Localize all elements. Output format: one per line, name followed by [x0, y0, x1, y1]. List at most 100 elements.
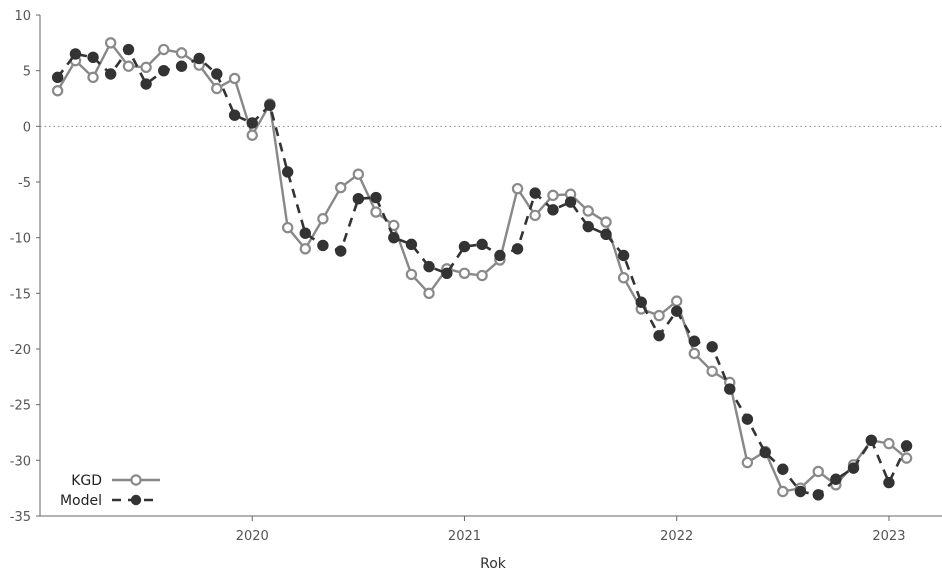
data-point-model — [706, 341, 718, 353]
data-point-model — [741, 413, 754, 425]
data-point-model — [653, 329, 665, 342]
data-point-kgd — [122, 60, 135, 72]
series-model — [51, 43, 913, 501]
data-point-model — [777, 463, 789, 475]
data-point-kgd — [370, 206, 382, 218]
data-point-model — [812, 489, 824, 501]
data-point-model — [830, 473, 842, 485]
data-point-kgd — [175, 47, 188, 59]
data-point-model — [193, 52, 205, 65]
data-point-kgd — [228, 72, 241, 85]
data-point-kgd — [617, 272, 630, 284]
data-point-kgd — [87, 71, 99, 84]
data-point-model — [140, 78, 152, 90]
legend-marker — [130, 474, 142, 486]
legend-label: KGD — [71, 473, 102, 489]
data-point-model — [529, 187, 541, 199]
data-point-kgd — [140, 61, 152, 74]
data-point-model — [759, 446, 771, 459]
data-point-kgd — [158, 43, 170, 56]
data-point-model — [51, 71, 64, 84]
y-tick-label: 5 — [23, 65, 31, 80]
data-point-model — [883, 476, 895, 489]
data-point-kgd — [653, 309, 665, 322]
data-point-kgd — [281, 221, 294, 234]
y-tick-label: 10 — [14, 9, 31, 24]
data-point-model — [246, 117, 258, 129]
data-point-model — [299, 227, 311, 239]
data-point-model — [317, 239, 329, 252]
data-point-kgd — [777, 485, 789, 498]
data-point-model — [104, 68, 117, 80]
data-point-model — [335, 245, 347, 257]
data-point-kgd — [688, 347, 701, 360]
data-point-model — [794, 485, 807, 498]
data-point-model — [865, 434, 878, 446]
data-point-model — [724, 383, 736, 395]
data-point-kgd — [423, 287, 435, 300]
y-tick-label: -30 — [10, 454, 31, 469]
x-tick-labels: 2020 2021 2022 2023 — [236, 529, 906, 544]
data-point-model — [281, 166, 294, 178]
data-point-model — [388, 231, 400, 244]
data-point-kgd — [600, 216, 612, 228]
x-tick-label: 2020 — [236, 529, 269, 544]
data-point-model — [688, 335, 701, 347]
data-point-kgd — [246, 129, 258, 141]
data-point-kgd — [812, 465, 824, 478]
data-point-model — [228, 109, 241, 121]
x-tick-label: 2022 — [660, 529, 693, 544]
data-point-kgd — [476, 269, 488, 282]
data-point-model — [264, 99, 276, 111]
data-point-model — [175, 60, 188, 72]
y-tick-label: -35 — [10, 510, 31, 525]
series-kgd — [51, 37, 913, 498]
y-tick-label: -5 — [18, 176, 31, 191]
data-point-model — [900, 440, 913, 452]
y-tick-label: 0 — [23, 120, 31, 135]
data-point-model — [635, 296, 647, 308]
data-point-model — [494, 249, 506, 262]
data-point-model — [564, 196, 577, 208]
data-point-kgd — [529, 209, 541, 222]
data-point-kgd — [299, 243, 311, 255]
data-point-kgd — [335, 181, 347, 194]
data-point-kgd — [405, 268, 418, 281]
data-point-kgd — [211, 82, 223, 95]
data-point-kgd — [582, 205, 594, 217]
legend-item-model: Model — [60, 493, 160, 509]
data-point-kgd — [671, 295, 683, 307]
data-point-kgd — [547, 189, 559, 202]
data-point-kgd — [706, 365, 718, 377]
data-point-model — [423, 260, 435, 273]
data-point-model — [441, 267, 453, 279]
y-tick-label: -20 — [10, 343, 31, 358]
data-point-model — [511, 243, 524, 255]
data-point-model — [405, 238, 418, 251]
data-point-kgd — [51, 85, 64, 97]
y-tick-label: -15 — [10, 287, 31, 302]
legend-label: Model — [60, 493, 102, 509]
data-point-kgd — [458, 267, 471, 279]
y-tick-label: -25 — [10, 399, 31, 414]
data-point-model — [158, 64, 170, 77]
data-point-model — [582, 220, 594, 233]
data-point-model — [600, 228, 612, 241]
data-point-kgd — [741, 456, 754, 469]
x-tick-label: 2021 — [448, 529, 481, 544]
legend-item-kgd: KGD — [71, 473, 160, 489]
data-point-model — [211, 68, 223, 80]
data-point-model — [87, 51, 99, 64]
data-point-kgd — [352, 168, 365, 180]
data-point-model — [352, 193, 365, 205]
data-point-model — [370, 191, 382, 204]
data-point-model — [458, 240, 471, 253]
data-point-kgd — [511, 182, 524, 195]
series-line-kgd — [56, 41, 908, 493]
chart-axes — [36, 14, 942, 521]
y-tick-labels: 10 5 0 -5 -10 -15 -20 -25 -30 -35 — [10, 9, 31, 525]
data-point-model — [671, 305, 683, 317]
data-point-model — [617, 249, 630, 262]
x-axis-title: Rok — [480, 556, 507, 571]
